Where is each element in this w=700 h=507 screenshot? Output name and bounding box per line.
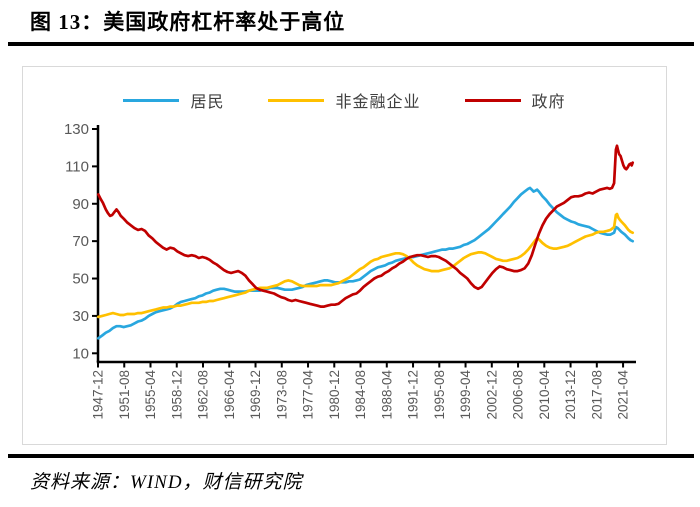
legend-label-corporates: 非金融企业 xyxy=(335,94,421,111)
title-divider xyxy=(8,42,694,46)
x-axis-tick-label: 1995-08 xyxy=(432,370,447,420)
x-axis-tick-label: 2006-08 xyxy=(511,370,526,420)
y-axis-tick-label: 30 xyxy=(72,308,89,325)
y-axis-tick-label: 130 xyxy=(64,121,89,138)
series-line-corporates xyxy=(96,212,635,319)
x-axis-tick-label: 1973-08 xyxy=(274,370,289,420)
y-axis-tick-label: 110 xyxy=(65,158,89,175)
x-axis-tick-label: 1962-08 xyxy=(196,370,211,420)
x-axis-tick-label: 1980-12 xyxy=(327,370,342,420)
footer-divider xyxy=(8,454,694,458)
y-axis-tick-label: 50 xyxy=(72,271,89,288)
x-axis-tick-label: 1947-12 xyxy=(91,370,106,420)
page-title: 图 13：美国政府杠杆率处于高位 xyxy=(30,10,346,34)
legend-item-government: 政府 xyxy=(464,88,566,112)
x-axis-tick-label: 2021-04 xyxy=(616,370,631,420)
x-axis-tick-label: 2013-12 xyxy=(563,370,578,420)
x-axis-tick-label: 1966-04 xyxy=(222,370,237,420)
x-axis-tick-label: 1988-04 xyxy=(379,370,394,420)
series-line-government xyxy=(96,144,635,308)
x-axis-tick-label: 1951-08 xyxy=(117,370,132,420)
source-note: 资料来源：WIND，财信研究院 xyxy=(30,472,303,493)
x-axis-tick-label: 2017-08 xyxy=(589,370,604,420)
x-axis-tick-label: 2002-12 xyxy=(484,370,499,420)
legend-item-households: 居民 xyxy=(123,88,224,112)
x-axis-tick-label: 1991-12 xyxy=(406,370,421,420)
chart-legend: 居民 非金融企业 政府 xyxy=(23,88,666,112)
x-axis-tick-label: 1969-12 xyxy=(248,370,263,420)
legend-label-government: 政府 xyxy=(531,94,566,111)
x-axis-tick-label: 2010-04 xyxy=(537,370,552,420)
x-axis-tick-label: 1977-04 xyxy=(301,370,316,420)
legend-label-households: 居民 xyxy=(190,94,225,111)
government-line-swatch xyxy=(464,98,521,102)
y-axis-tick-label: 70 xyxy=(72,233,89,250)
y-axis-tick-label: 90 xyxy=(72,196,89,213)
series-line-households xyxy=(96,186,635,340)
chart-panel: 130 110 90 70 50 30 10 1947-12 1951-08 1955-04 195… xyxy=(22,66,667,445)
x-axis-tick-label: 1955-04 xyxy=(143,370,158,420)
corporates-line-swatch xyxy=(268,98,325,102)
x-axis-tick-label: 1958-12 xyxy=(169,370,184,420)
x-axis-tick-label: 1984-08 xyxy=(353,370,368,420)
legend-item-corporates: 非金融企业 xyxy=(268,88,420,112)
x-axis-tick-label: 1999-04 xyxy=(458,370,473,420)
y-axis-tick-label: 10 xyxy=(72,345,89,362)
households-line-swatch xyxy=(123,98,180,102)
